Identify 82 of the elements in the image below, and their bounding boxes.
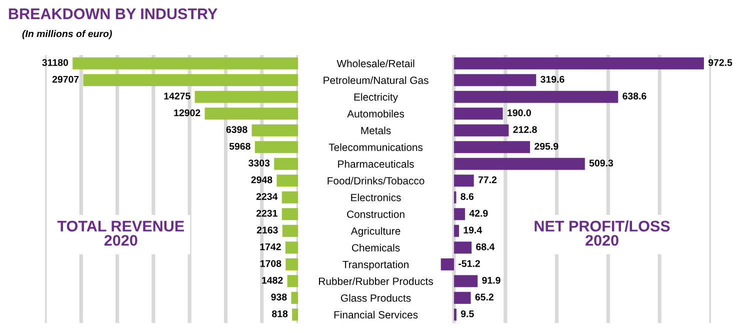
y-tick-label: Financial Services: [334, 310, 418, 318]
data-label: 9.5: [460, 310, 474, 318]
bar: [454, 242, 472, 254]
y-tick-label: Food/Drinks/Tobacco: [328, 176, 424, 184]
data-label: 14275: [164, 92, 190, 100]
data-label: -51.2: [458, 260, 480, 267]
data-label: 509.3: [589, 160, 614, 166]
y-tick-label: Transportation: [342, 260, 408, 270]
data-label: 295.9: [534, 142, 558, 150]
data-label: 2234: [256, 193, 278, 200]
data-label: 938: [271, 294, 287, 300]
bar: [454, 174, 474, 187]
data-label: 29707: [52, 76, 79, 83]
annotation: NET PROFIT/LOSS 2020: [534, 220, 670, 246]
data-label: 818: [272, 310, 288, 318]
y-tick-label: Metals: [361, 126, 391, 134]
y-tick-label: Chemicals: [352, 244, 400, 252]
bar: [274, 158, 298, 170]
data-label: 2163: [256, 226, 278, 234]
y-tick-label: Electricity: [354, 93, 398, 103]
bar: [454, 141, 530, 154]
y-tick-label: Wholesale/Retail: [336, 60, 414, 68]
bar: [454, 57, 704, 70]
chart-subtitle: (In millions of euro): [22, 30, 112, 40]
bar: [454, 158, 585, 170]
bar: [291, 292, 298, 304]
y-tick-label: Petroleum/Natural Gas: [324, 76, 428, 84]
bar: [204, 108, 298, 120]
bar: [292, 308, 298, 321]
data-label: 638.6: [622, 92, 646, 100]
y-tick-label: Glass Products: [340, 294, 411, 302]
bar: [454, 208, 466, 220]
bar: [282, 208, 298, 220]
bar: [252, 124, 298, 136]
data-label: 3303: [248, 160, 270, 166]
data-label: 77.2: [478, 176, 497, 184]
y-tick-label: Agriculture: [350, 227, 400, 237]
data-label: 42.9: [469, 210, 488, 217]
data-label: 1482: [262, 276, 283, 284]
y-tick-label: Rubber/Rubber Products: [319, 277, 434, 285]
data-label: 19.4: [464, 226, 482, 234]
data-label: 2231: [256, 210, 278, 217]
bar: [194, 90, 298, 103]
data-label: 319.6: [540, 76, 564, 83]
bar: [276, 174, 298, 187]
data-label: 12902: [174, 109, 200, 116]
data-label: 31180: [42, 59, 68, 66]
bar: [282, 224, 298, 237]
bar: [454, 292, 471, 304]
data-label: 1708: [260, 260, 282, 267]
bar: [282, 191, 298, 204]
data-label: 91.9: [482, 276, 500, 284]
bar: [286, 258, 298, 270]
data-label: 212.8: [513, 126, 537, 133]
bar: [83, 74, 298, 86]
annotation: TOTAL REVENUE 2020: [57, 220, 184, 246]
data-label: 6398: [226, 126, 248, 133]
bar: [440, 258, 454, 270]
y-tick-label: Construction: [347, 210, 404, 218]
bar: [72, 57, 298, 70]
data-label: 8.6: [460, 193, 474, 200]
bar: [454, 124, 509, 136]
y-tick-label: Pharmaceuticals: [338, 160, 414, 168]
y-tick-label: Telecommunications: [328, 143, 423, 151]
data-label: 972.5: [708, 59, 732, 66]
bar: [454, 275, 478, 288]
data-label: 190.0: [508, 109, 531, 116]
bar: [285, 242, 298, 254]
data-label: 5968: [229, 142, 250, 150]
bar: [254, 141, 298, 154]
y-tick-label: Automobiles: [347, 110, 404, 118]
data-label: 1742: [260, 243, 281, 250]
chart-title: BREAKDOWN BY INDUSTRY: [9, 8, 218, 20]
bar: [287, 275, 298, 288]
y-tick-label: Electronics: [351, 194, 401, 202]
bar: [454, 108, 503, 120]
bar: [454, 90, 618, 103]
data-label: 2948: [251, 176, 272, 184]
data-label: 68.4: [476, 243, 495, 250]
bar: [454, 224, 460, 237]
data-label: 65.2: [475, 294, 494, 300]
bar: [454, 74, 536, 86]
